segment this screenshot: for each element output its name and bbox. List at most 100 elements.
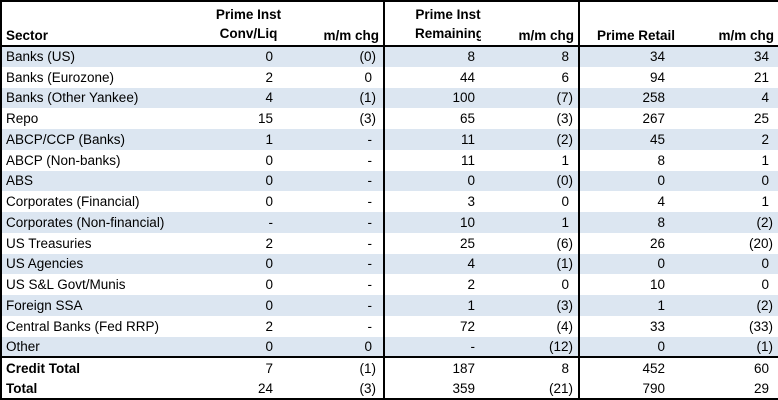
mm-chg-cell: - [311, 212, 385, 233]
table-row: Corporates (Non-financial) - -10 1 8 (2) [1, 212, 778, 233]
mm-chg-cell: 2 [678, 129, 778, 150]
conv-liq-cell: - [196, 212, 311, 233]
table-row: ABCP (Non-banks) 0-11 1 8 1 [1, 149, 778, 171]
remaining-cell: 2 [467, 277, 475, 293]
conv-liq-cell: 4 [196, 87, 311, 109]
mm-chg-cell: - [311, 232, 385, 254]
mm-chg-cell: - [311, 149, 385, 171]
mm-chg-cell: - [311, 315, 385, 337]
header-mm-chg-1: m/m chg [311, 1, 385, 47]
sector-cell: Banks (US) [1, 46, 196, 67]
mm-chg-cell: 34 [678, 46, 778, 67]
mm-chg-cell: - [311, 253, 385, 275]
table-header: Sector Prime Inst Conv/Liq m/m chg Prime… [1, 1, 778, 47]
table-row: Other 0 0- (12) 0 (1) [1, 336, 778, 358]
sector-cell: Total [6, 380, 38, 396]
mm-chg-cell: 0 [481, 274, 580, 295]
sector-cell: US S&L Govt/Munis [6, 277, 126, 293]
mm-chg-cell: (12) [481, 336, 580, 358]
remaining-cell: 65 [459, 111, 475, 127]
mm-chg-cell: (20) [748, 235, 773, 251]
sector-cell: Credit Total [1, 356, 196, 378]
prime-retail-cell: 94 [649, 69, 665, 85]
header-group-prime-inst: Prime Inst [215, 7, 282, 22]
prime-retail-cell: 0 [579, 170, 678, 192]
remaining-cell: 11 [384, 129, 481, 150]
mm-chg-cell: 6 [481, 66, 580, 88]
conv-liq-cell: 0 [196, 336, 311, 358]
sector-cell: Banks (Other Yankee) [1, 87, 196, 109]
sector-cell: Other [1, 336, 196, 358]
total-row: Credit Total 7 (1) 187 8 452 60 [1, 356, 778, 378]
mm-chg-cell: (2) [481, 129, 580, 150]
header-prime-retail: Prime Retail [579, 1, 678, 47]
conv-liq-cell: 1 [196, 129, 311, 150]
remaining-cell: 1 [384, 295, 481, 316]
sector-cell: Banks (Eurozone) [6, 69, 115, 85]
sector-cell: ABCP (Non-banks) [6, 152, 121, 168]
prime-retail-cell: 1 [579, 295, 678, 316]
remaining-cell: 100 [384, 87, 481, 109]
mm-chg-cell: 60 [678, 356, 778, 378]
remaining-cell: 359 [452, 380, 475, 396]
conv-liq-cell: 7 [196, 356, 311, 378]
prime-retail-cell: 267 [642, 111, 665, 127]
prime-retail-cell: 4 [657, 194, 665, 210]
mm-chg-cell: - [311, 191, 385, 212]
remaining-cell: - [384, 336, 481, 358]
mm-chg-cell: (1) [481, 253, 580, 275]
mm-chg-cell: (33) [748, 318, 773, 334]
mm-chg-cell: 1 [481, 149, 580, 171]
table-row: US Treasuries 2 - 25 (6) 26 (20) [1, 232, 778, 254]
mm-chg-cell: 1 [481, 212, 580, 233]
remaining-cell: 10 [384, 212, 481, 233]
sector-cell: ABCP/CCP (Banks) [1, 129, 196, 150]
conv-liq-cell: 0 [196, 253, 311, 275]
table-row: Banks (Other Yankee) 4 (1) 100 (7) 258 4 [1, 87, 778, 109]
remaining-cell: 187 [384, 356, 481, 378]
remaining-cell: 8 [384, 46, 481, 67]
header-group-prime-inst: Prime Inst [415, 7, 481, 22]
prime-retail-cell: 45 [579, 129, 678, 150]
conv-liq-cell: 0 [265, 194, 273, 210]
mm-chg-cell: 25 [753, 111, 769, 127]
conv-liq-cell: 2 [265, 69, 273, 85]
table-row: Corporates (Financial) 0-3 0 4 1 [1, 191, 778, 212]
mm-chg-cell: (3) [481, 295, 580, 316]
mm-chg-cell: (3) [311, 378, 385, 399]
mm-chg-cell: (4) [481, 315, 580, 337]
header-row: Sector Prime Inst Conv/Liq m/m chg Prime… [1, 1, 778, 47]
mm-chg-cell: 8 [481, 46, 580, 67]
mm-chg-cell: 21 [753, 69, 769, 85]
prime-retail-cell: 790 [642, 380, 665, 396]
prime-retail-cell: 8 [657, 152, 665, 168]
sector-cell: Foreign SSA [1, 295, 196, 316]
sector-cell: US Agencies [1, 253, 196, 275]
table-row: Repo 15 (3) 65 (3) 267 25 [1, 108, 778, 129]
table-row: Banks (US) 0 (0) 8 8 34 34 [1, 46, 778, 67]
prime-retail-cell: 10 [649, 277, 665, 293]
prime-retail-cell: 0 [579, 253, 678, 275]
mm-chg-cell: 0 [311, 336, 385, 358]
table-row: US S&L Govt/Munis 0-2 0 10 0 [1, 274, 778, 295]
mm-chg-cell: 29 [753, 380, 769, 396]
header-remaining: Remaining [415, 26, 481, 41]
table-row: Foreign SSA 0-1 (3) 1 (2) [1, 295, 778, 316]
mm-chg-cell: 1 [761, 152, 769, 168]
prime-retail-cell: 33 [649, 318, 665, 334]
sector-cell: Repo [6, 111, 39, 127]
table-body: Banks (US) 0 (0) 8 8 34 34 Banks (Eurozone) 2 0 44… [1, 46, 778, 399]
header-mm-chg-3: m/m chg [678, 1, 778, 47]
mm-chg-cell: (0) [481, 170, 580, 192]
sector-cell: Corporates (Non-financial) [1, 212, 196, 233]
sector-cell: ABS [1, 170, 196, 192]
header-mm-chg-2: m/m chg [481, 1, 580, 47]
mm-chg-cell: 0 [481, 191, 580, 212]
remaining-cell: 25 [459, 235, 475, 251]
mm-chg-cell: (0) [311, 46, 385, 67]
header-conv-liq: Conv/Liq [219, 26, 278, 41]
mm-chg-cell: (1) [678, 336, 778, 358]
mm-chg-cell: 0 [311, 66, 385, 88]
remaining-cell: 72 [459, 318, 475, 334]
